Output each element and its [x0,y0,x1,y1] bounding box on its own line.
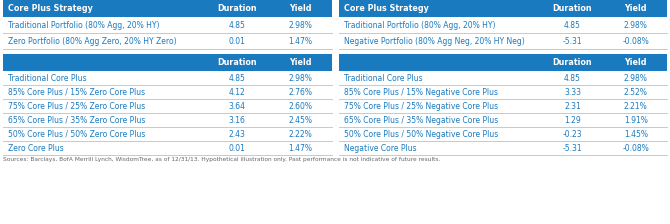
Bar [338,141,667,155]
Text: 85% Core Plus / 15% Negative Core Plus: 85% Core Plus / 15% Negative Core Plus [344,88,498,97]
Text: 4.85: 4.85 [228,73,245,82]
Text: 4.85: 4.85 [564,73,581,82]
Text: 50% Core Plus / 50% Zero Core Plus: 50% Core Plus / 50% Zero Core Plus [8,129,145,138]
Text: Negative Core Plus: Negative Core Plus [344,144,416,153]
Bar [338,127,667,141]
Text: 4.85: 4.85 [228,21,245,30]
Text: Duration: Duration [553,4,592,13]
Text: 2.45%: 2.45% [288,116,312,125]
Text: 0.01: 0.01 [228,37,245,45]
Bar [338,113,667,127]
Text: 75% Core Plus / 25% Negative Core Plus: 75% Core Plus / 25% Negative Core Plus [344,101,498,110]
Text: 3.33: 3.33 [564,88,581,97]
Text: Sources: Barclays, BofA Merrill Lynch, WisdomTree, as of 12/31/13. Hypothetical : Sources: Barclays, BofA Merrill Lynch, W… [3,157,440,162]
Bar [3,33,332,49]
Bar [338,0,667,17]
Text: 0.01: 0.01 [228,144,245,153]
Text: 2.98%: 2.98% [288,73,312,82]
Text: 2.52%: 2.52% [624,88,648,97]
Text: 2.22%: 2.22% [288,129,312,138]
Text: 65% Core Plus / 35% Negative Core Plus: 65% Core Plus / 35% Negative Core Plus [344,116,498,125]
Text: Zero Portfolio (80% Agg Zero, 20% HY Zero): Zero Portfolio (80% Agg Zero, 20% HY Zer… [8,37,177,45]
Text: 85% Core Plus / 15% Zero Core Plus: 85% Core Plus / 15% Zero Core Plus [8,88,145,97]
Text: 2.31: 2.31 [564,101,581,110]
Text: 1.29: 1.29 [564,116,581,125]
Text: Yield: Yield [289,58,312,67]
Text: Traditional Core Plus: Traditional Core Plus [8,73,86,82]
Text: 2.98%: 2.98% [624,73,648,82]
Text: 4.85: 4.85 [564,21,581,30]
Text: 2.98%: 2.98% [624,21,648,30]
Text: 2.43: 2.43 [228,129,245,138]
Text: -0.08%: -0.08% [622,144,649,153]
Bar [338,71,667,85]
Text: Yield: Yield [624,4,647,13]
Text: 2.98%: 2.98% [288,21,312,30]
Text: Traditional Portfolio (80% Agg, 20% HY): Traditional Portfolio (80% Agg, 20% HY) [8,21,159,30]
Text: -5.31: -5.31 [563,37,582,45]
Bar [3,17,332,33]
Bar [338,54,667,71]
Text: -0.08%: -0.08% [622,37,649,45]
Bar [3,85,332,99]
Text: Zero Core Plus: Zero Core Plus [8,144,64,153]
Text: Yield: Yield [289,4,312,13]
Bar [3,54,332,71]
Text: -5.31: -5.31 [563,144,582,153]
Text: 2.60%: 2.60% [288,101,312,110]
Text: 1.47%: 1.47% [288,37,312,45]
Text: 1.45%: 1.45% [624,129,648,138]
Text: 4.12: 4.12 [228,88,245,97]
Text: Duration: Duration [217,4,257,13]
Bar [3,71,332,85]
Bar [3,99,332,113]
Text: Negative Portfolio (80% Agg Neg, 20% HY Neg): Negative Portfolio (80% Agg Neg, 20% HY … [344,37,524,45]
Text: 3.64: 3.64 [228,101,246,110]
Text: Core Plus Strategy: Core Plus Strategy [344,4,428,13]
Text: 65% Core Plus / 35% Zero Core Plus: 65% Core Plus / 35% Zero Core Plus [8,116,145,125]
Bar [338,85,667,99]
Text: 1.47%: 1.47% [288,144,312,153]
Text: -0.23: -0.23 [563,129,582,138]
Text: 2.21%: 2.21% [624,101,648,110]
Text: Core Plus Strategy: Core Plus Strategy [8,4,93,13]
Bar [338,99,667,113]
Text: 3.16: 3.16 [228,116,245,125]
Bar [3,141,332,155]
Text: 75% Core Plus / 25% Zero Core Plus: 75% Core Plus / 25% Zero Core Plus [8,101,145,110]
Text: Traditional Core Plus: Traditional Core Plus [344,73,422,82]
Text: Duration: Duration [553,58,592,67]
Text: Yield: Yield [624,58,647,67]
Text: Traditional Portfolio (80% Agg, 20% HY): Traditional Portfolio (80% Agg, 20% HY) [344,21,495,30]
Bar [3,127,332,141]
Bar [338,33,667,49]
Text: Duration: Duration [217,58,257,67]
Text: 2.76%: 2.76% [288,88,312,97]
Bar [3,0,332,17]
Bar [338,17,667,33]
Bar [3,113,332,127]
Text: 50% Core Plus / 50% Negative Core Plus: 50% Core Plus / 50% Negative Core Plus [344,129,498,138]
Text: 1.91%: 1.91% [624,116,648,125]
